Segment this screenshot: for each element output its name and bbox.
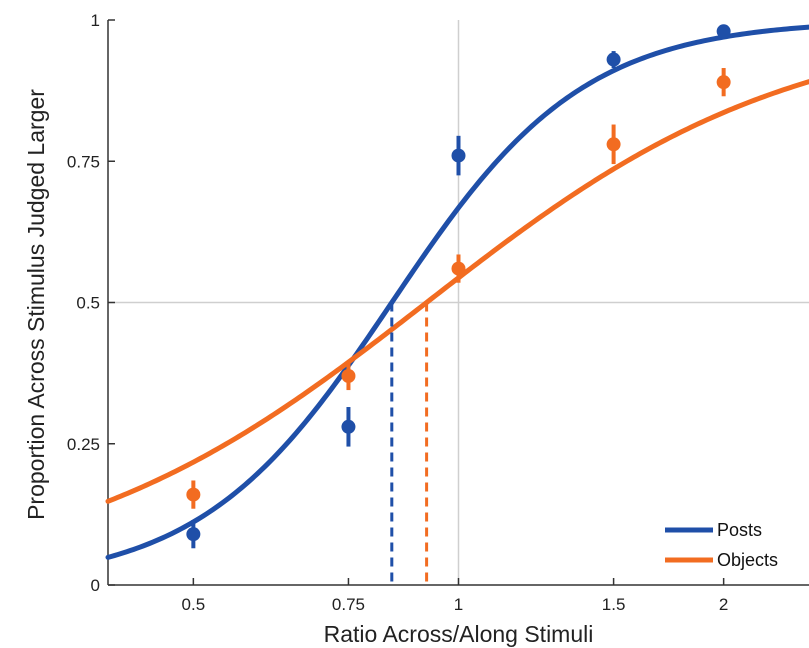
reference-lines (108, 20, 809, 585)
y-tick-label: 0.25 (67, 435, 100, 454)
y-axis-title: Proportion Across Stimulus Judged Larger (23, 89, 49, 520)
pse-markers (390, 302, 429, 585)
axes: 0 0.25 0.5 0.75 1 0.5 0.75 1 1.5 2 (67, 11, 809, 614)
objects-data-point (451, 261, 466, 276)
data-points (186, 24, 731, 549)
objects-data-point (606, 137, 621, 152)
posts-data-point (341, 419, 356, 434)
legend-label-posts: Posts (717, 520, 762, 540)
posts-data-point (451, 148, 466, 163)
x-tick-label: 2 (719, 595, 728, 614)
x-tick-label: 1.5 (602, 595, 626, 614)
y-tick-label: 0.5 (76, 294, 100, 313)
y-tick-label: 0 (91, 576, 100, 595)
x-tick-label: 1 (454, 595, 463, 614)
y-tick-label: 1 (91, 11, 100, 30)
posts-data-point (606, 52, 621, 67)
objects-data-point (341, 368, 356, 383)
x-tick-label: 0.75 (332, 595, 365, 614)
posts-data-point (186, 527, 201, 542)
y-tick-label: 0.75 (67, 152, 100, 171)
x-axis-title: Ratio Across/Along Stimuli (324, 621, 594, 647)
objects-data-point (186, 487, 201, 502)
posts-fit-curve (105, 24, 809, 560)
objects-data-point (716, 75, 731, 90)
x-tick-label: 0.5 (182, 595, 206, 614)
legend: Posts Objects (665, 520, 778, 570)
legend-label-objects: Objects (717, 550, 778, 570)
posts-data-point (716, 24, 731, 39)
